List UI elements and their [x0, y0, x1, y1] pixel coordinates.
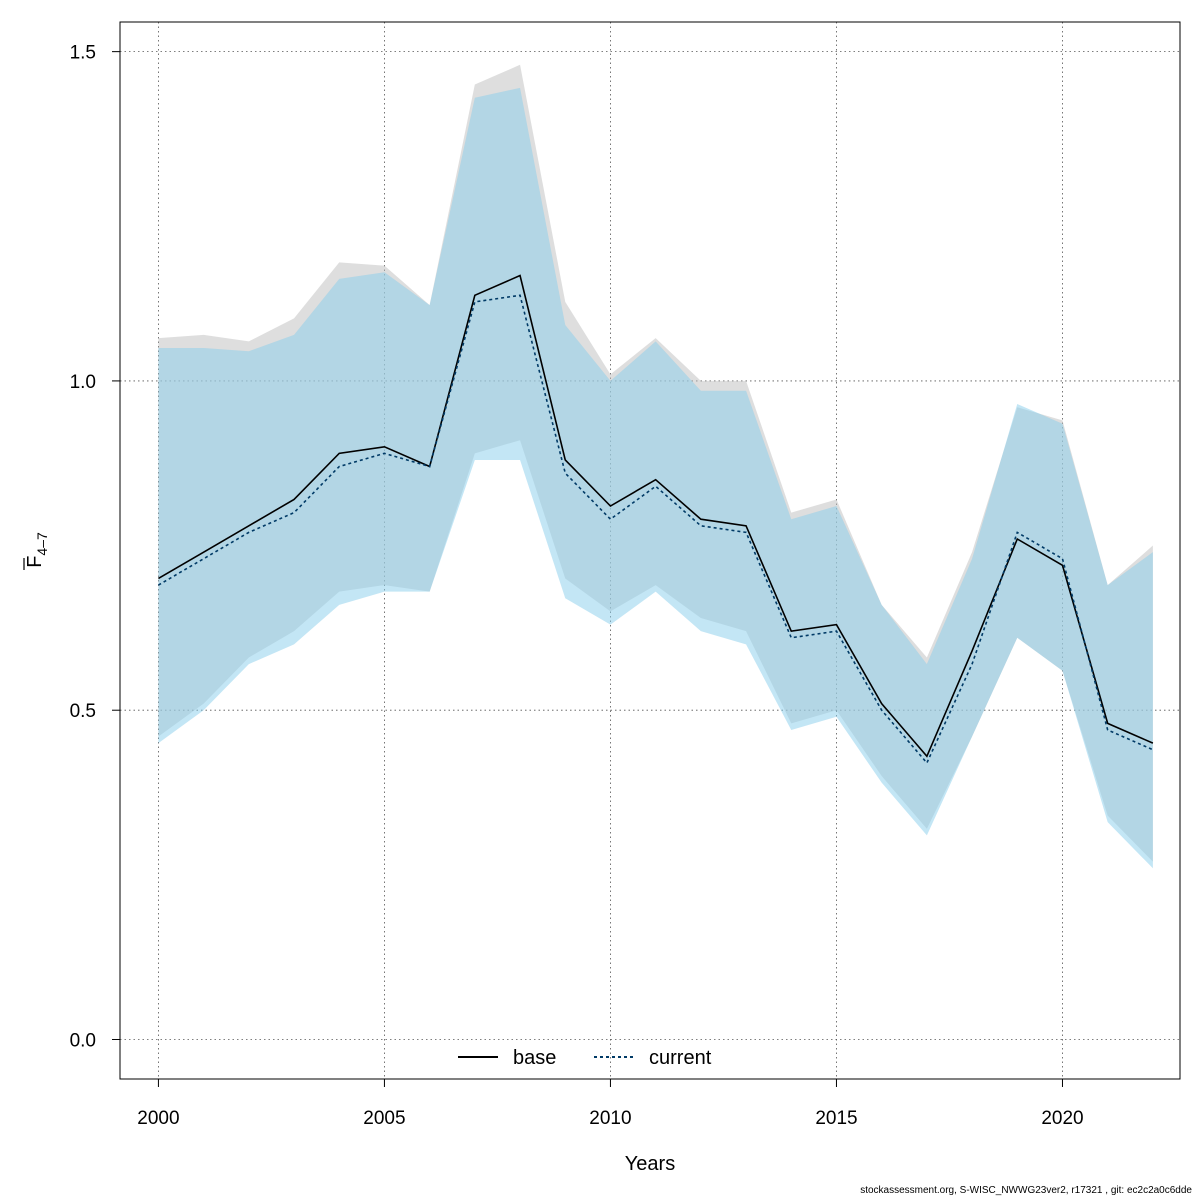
legend-label-current: current — [649, 1047, 712, 1069]
x-axis-label: Years — [625, 1153, 675, 1175]
footer-credit: stockassessment.org, S-WISC_NWWG23ver2, … — [860, 1185, 1192, 1196]
y-axis-label-subscript: 4–7 — [34, 532, 50, 556]
y-tick-label: 0.0 — [70, 1030, 96, 1051]
legend-label-base: base — [513, 1047, 556, 1069]
x-tick-label: 2005 — [363, 1108, 405, 1129]
line-base — [158, 274, 1154, 758]
series-lines — [158, 274, 1154, 765]
y-axis-label-main: F — [24, 556, 46, 568]
x-tick-label: 2015 — [815, 1108, 857, 1129]
band-current — [158, 87, 1153, 869]
y-axis-label-text: F4–7 — [24, 532, 50, 568]
y-tick-label: 1.0 — [70, 372, 96, 393]
y-tick-label: 1.5 — [70, 43, 96, 64]
legend: base current — [458, 1047, 712, 1069]
confidence-bands — [158, 64, 1153, 869]
x-tick-label: 2010 — [589, 1108, 631, 1129]
axes: 2000 2005 2010 2015 2020 0.0 0.5 1.0 1.5 — [70, 43, 1084, 1129]
x-tick-label: 2020 — [1041, 1108, 1083, 1129]
x-tick-label: 2000 — [137, 1108, 179, 1129]
y-tick-label: 0.5 — [70, 701, 96, 722]
y-axis-label: F4–7 — [23, 532, 50, 570]
